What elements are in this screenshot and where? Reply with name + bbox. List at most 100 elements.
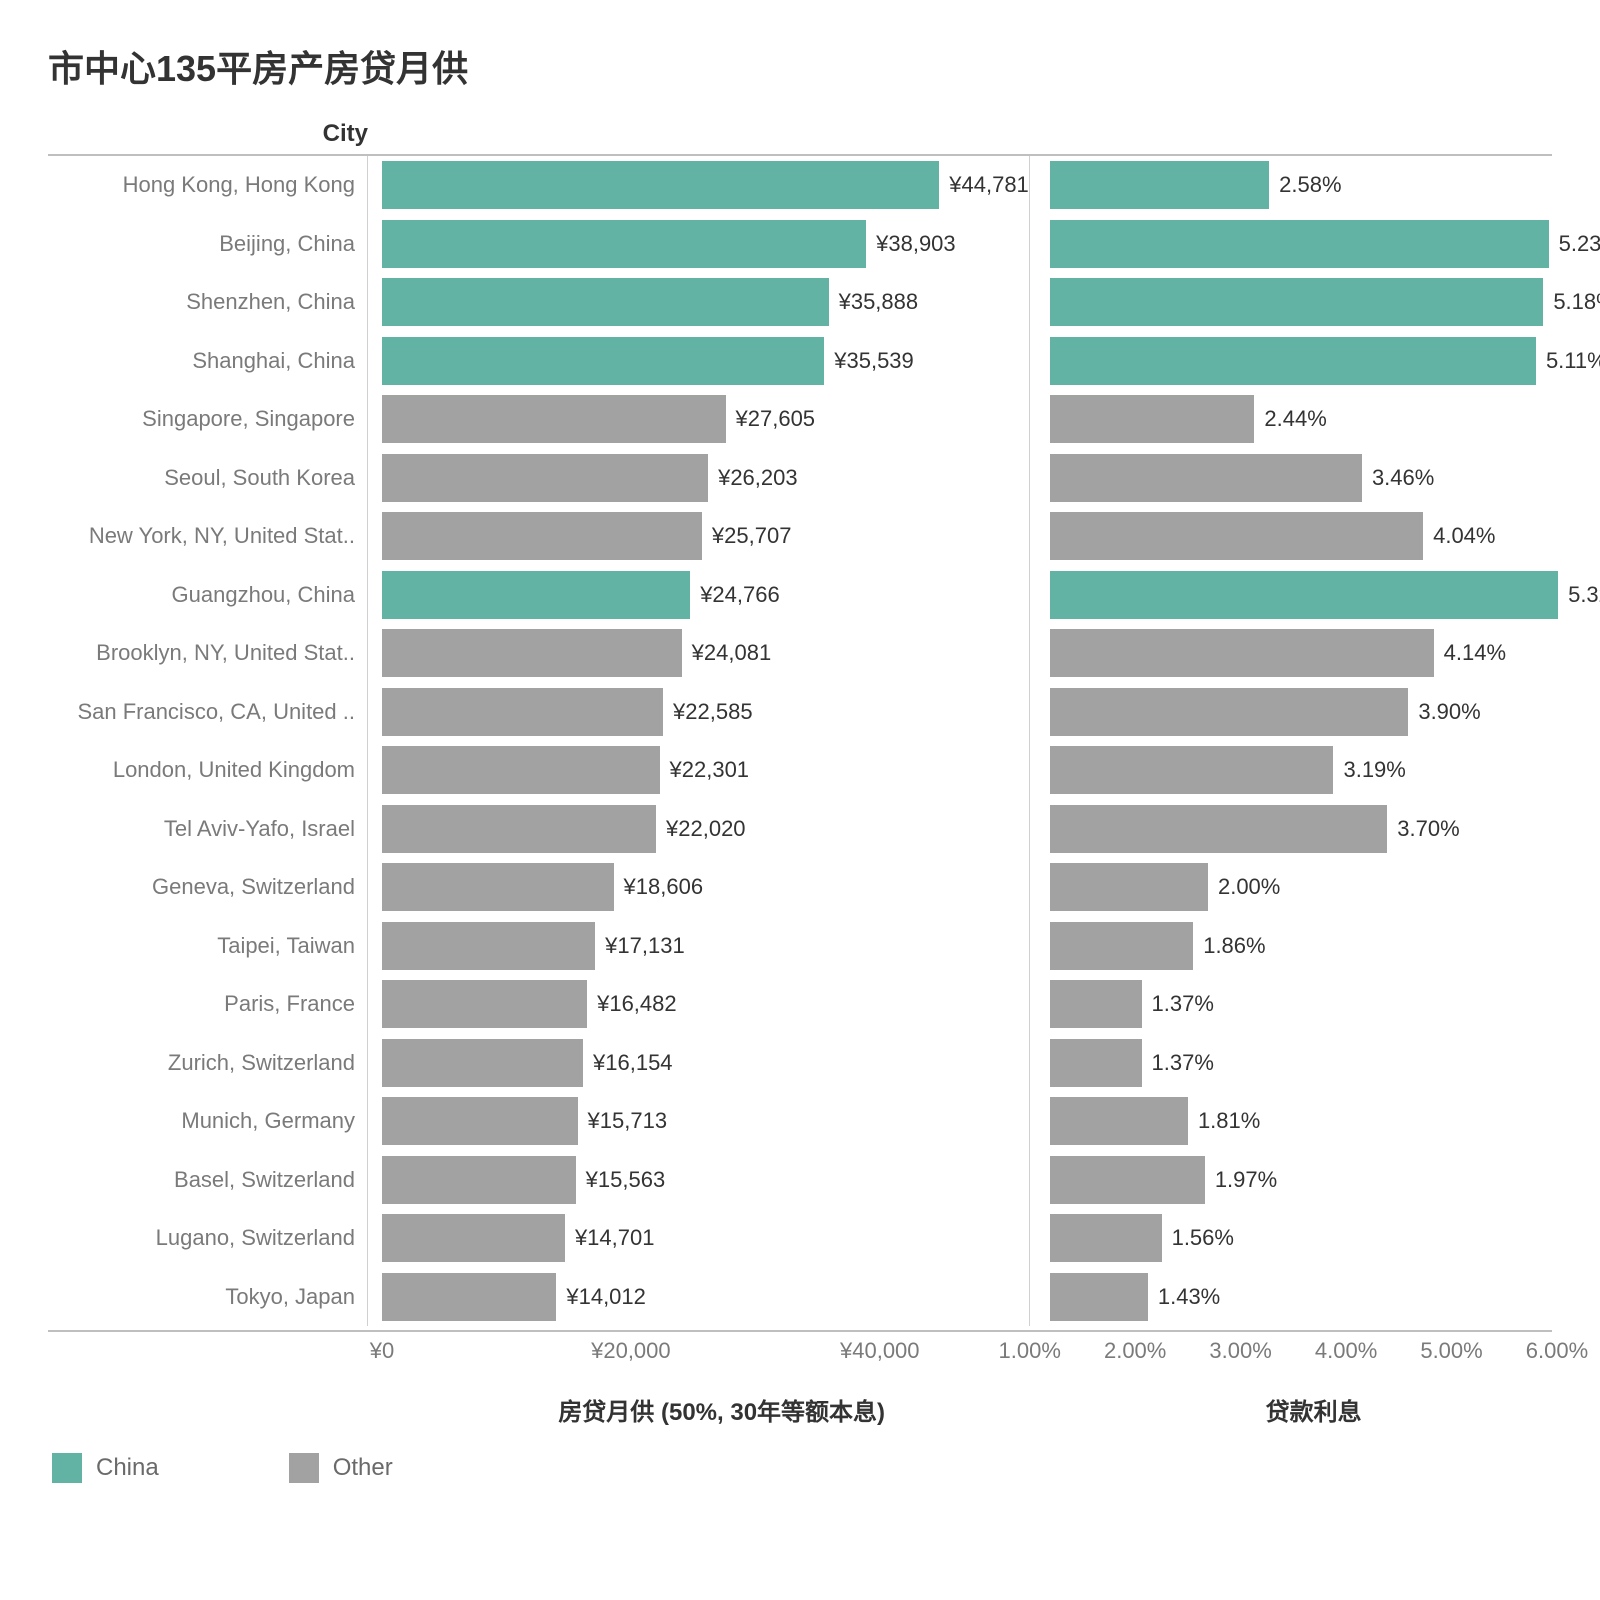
payment-bar bbox=[382, 512, 702, 560]
rate-bar bbox=[1050, 1273, 1148, 1321]
payment-axis-tick: ¥20,000 bbox=[591, 1338, 671, 1364]
column-header-city: City bbox=[48, 120, 368, 148]
payment-row: ¥22,301 bbox=[382, 741, 1029, 800]
rate-row: 1.43% bbox=[1050, 1268, 1600, 1327]
payment-value: ¥38,903 bbox=[866, 231, 956, 257]
payment-row: ¥16,154 bbox=[382, 1034, 1029, 1093]
payment-value: ¥24,081 bbox=[682, 640, 772, 666]
payment-row: ¥24,081 bbox=[382, 624, 1029, 683]
rate-value: 5.11% bbox=[1536, 348, 1600, 374]
rate-row: 2.58% bbox=[1050, 156, 1600, 215]
rate-bar bbox=[1050, 454, 1362, 502]
rate-row: 4.04% bbox=[1050, 507, 1600, 566]
payment-value: ¥17,131 bbox=[595, 933, 685, 959]
payment-row: ¥17,131 bbox=[382, 917, 1029, 976]
payment-bar bbox=[382, 1214, 565, 1262]
payment-axis: ¥0 ¥20,000 ¥40,000 bbox=[368, 1338, 957, 1386]
city-label: Taipei, Taiwan bbox=[48, 917, 367, 976]
legend-swatch bbox=[289, 1453, 319, 1483]
rate-value: 3.46% bbox=[1362, 465, 1434, 491]
city-label: Brooklyn, NY, United Stat.. bbox=[48, 624, 367, 683]
payment-value: ¥35,888 bbox=[829, 289, 919, 315]
city-label: Basel, Switzerland bbox=[48, 1151, 367, 1210]
city-label: Paris, France bbox=[48, 975, 367, 1034]
xlabel-payment: 房贷月供 (50%, 30年等额本息) bbox=[368, 1392, 1075, 1427]
rate-row: 1.86% bbox=[1050, 917, 1600, 976]
payment-row: ¥14,701 bbox=[382, 1209, 1029, 1268]
legend: ChinaOther bbox=[48, 1453, 1552, 1483]
payment-value: ¥22,585 bbox=[663, 699, 753, 725]
rate-row: 5.18% bbox=[1050, 273, 1600, 332]
rate-value: 1.56% bbox=[1162, 1225, 1234, 1251]
payment-value: ¥35,539 bbox=[824, 348, 914, 374]
city-label: London, United Kingdom bbox=[48, 741, 367, 800]
city-label: Hong Kong, Hong Kong bbox=[48, 156, 367, 215]
payment-bar bbox=[382, 805, 656, 853]
payment-row: ¥16,482 bbox=[382, 975, 1029, 1034]
xlabel-rate: 贷款利息 bbox=[1075, 1392, 1552, 1427]
rate-row: 1.37% bbox=[1050, 975, 1600, 1034]
payment-bar bbox=[382, 220, 866, 268]
rate-value: 3.19% bbox=[1333, 757, 1405, 783]
payment-value: ¥18,606 bbox=[614, 874, 704, 900]
payment-row: ¥22,585 bbox=[382, 683, 1029, 742]
payment-bar bbox=[382, 863, 614, 911]
rate-row: 3.46% bbox=[1050, 449, 1600, 508]
rate-bar bbox=[1050, 746, 1334, 794]
rate-row: 3.90% bbox=[1050, 683, 1600, 742]
rate-value: 2.00% bbox=[1208, 874, 1280, 900]
rate-value: 1.86% bbox=[1193, 933, 1265, 959]
payment-row: ¥24,766 bbox=[382, 566, 1029, 625]
payment-value: ¥16,482 bbox=[587, 991, 677, 1017]
rate-row: 1.37% bbox=[1050, 1034, 1600, 1093]
rate-value: 1.97% bbox=[1205, 1167, 1277, 1193]
payment-row: ¥27,605 bbox=[382, 390, 1029, 449]
payment-value: ¥27,605 bbox=[726, 406, 816, 432]
rate-value: 2.44% bbox=[1254, 406, 1326, 432]
payment-value: ¥22,301 bbox=[660, 757, 750, 783]
chart-area: Hong Kong, Hong KongBeijing, ChinaShenzh… bbox=[48, 154, 1552, 1332]
rate-axis-tick: 2.00% bbox=[1104, 1338, 1166, 1364]
legend-item: Other bbox=[289, 1453, 393, 1483]
payment-bar bbox=[382, 629, 682, 677]
rate-value: 1.81% bbox=[1188, 1108, 1260, 1134]
rate-bar bbox=[1050, 220, 1549, 268]
city-label: Geneva, Switzerland bbox=[48, 858, 367, 917]
payment-value: ¥26,203 bbox=[708, 465, 798, 491]
rate-bar bbox=[1050, 629, 1434, 677]
payment-bar bbox=[382, 688, 663, 736]
rate-bar bbox=[1050, 1156, 1205, 1204]
rate-row: 3.70% bbox=[1050, 800, 1600, 859]
city-label: Guangzhou, China bbox=[48, 566, 367, 625]
city-label: Munich, Germany bbox=[48, 1092, 367, 1151]
rate-value: 1.37% bbox=[1142, 991, 1214, 1017]
rate-bar bbox=[1050, 688, 1409, 736]
rate-bar bbox=[1050, 1039, 1142, 1087]
city-label: Seoul, South Korea bbox=[48, 449, 367, 508]
rate-axis-tick: 6.00% bbox=[1526, 1338, 1588, 1364]
city-label: New York, NY, United Stat.. bbox=[48, 507, 367, 566]
payment-bar bbox=[382, 571, 690, 619]
payment-bar bbox=[382, 1156, 576, 1204]
rate-bar bbox=[1050, 922, 1193, 970]
rate-bar bbox=[1050, 278, 1544, 326]
city-label: San Francisco, CA, United .. bbox=[48, 683, 367, 742]
rate-bar bbox=[1050, 512, 1423, 560]
payment-bar bbox=[382, 1039, 583, 1087]
payment-value: ¥44,781 bbox=[939, 172, 1029, 198]
payment-bar bbox=[382, 161, 939, 209]
payment-row: ¥35,539 bbox=[382, 332, 1029, 391]
rate-axis-tick: 5.00% bbox=[1420, 1338, 1482, 1364]
payment-row: ¥14,012 bbox=[382, 1268, 1029, 1327]
city-label: Beijing, China bbox=[48, 215, 367, 274]
payment-value: ¥25,707 bbox=[702, 523, 792, 549]
chart-title: 市中心135平房产房贷月供 bbox=[48, 40, 1552, 92]
payment-axis-tick: ¥40,000 bbox=[840, 1338, 920, 1364]
payment-value: ¥15,713 bbox=[578, 1108, 668, 1134]
payment-row: ¥44,781 bbox=[382, 156, 1029, 215]
payment-bar bbox=[382, 337, 824, 385]
payment-bar bbox=[382, 980, 587, 1028]
payment-bar bbox=[382, 1097, 578, 1145]
payment-axis-tick: ¥0 bbox=[370, 1338, 394, 1364]
rate-value: 2.58% bbox=[1269, 172, 1341, 198]
